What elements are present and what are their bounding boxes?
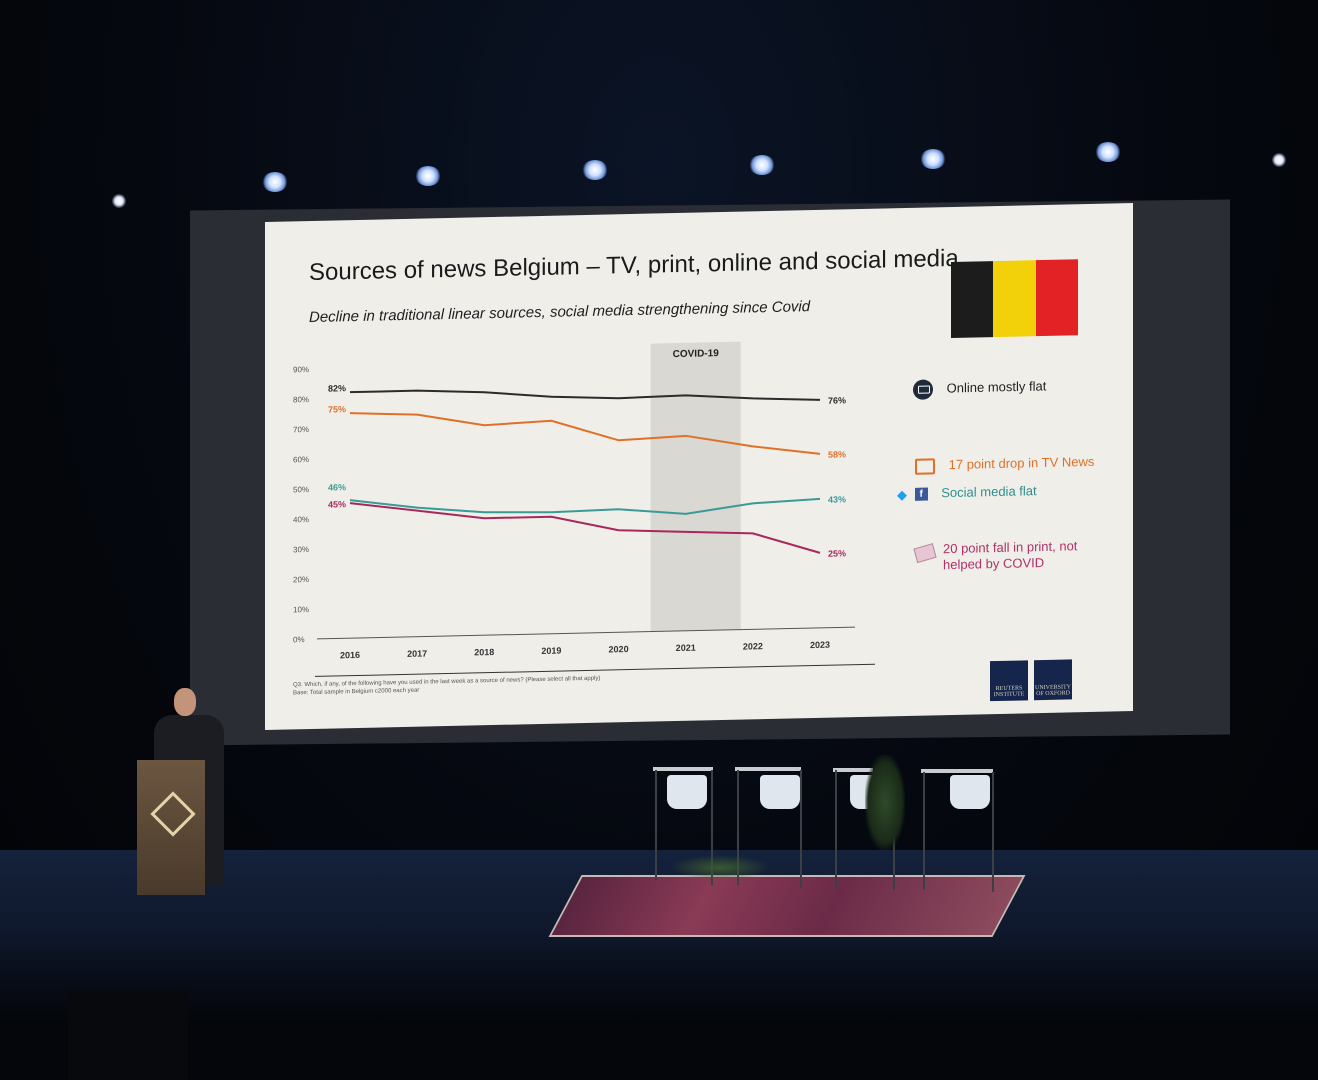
series-line bbox=[349, 497, 821, 515]
series-labels: 82% 76% 75% 58% 46% 43% 45% 25% bbox=[328, 383, 846, 558]
plant bbox=[865, 755, 905, 850]
y-tick-label: 80% bbox=[293, 395, 309, 404]
projected-slide: Sources of news Belgium – TV, print, onl… bbox=[265, 203, 1133, 730]
series-end-label: 58% bbox=[828, 449, 846, 459]
y-tick-label: 50% bbox=[293, 485, 309, 494]
stage-shadow bbox=[0, 940, 1318, 1080]
newspaper-icon bbox=[913, 543, 937, 564]
series-line bbox=[349, 412, 821, 455]
stage-rug bbox=[548, 875, 1026, 937]
slide-subtitle: Decline in traditional linear sources, s… bbox=[309, 298, 811, 327]
twitter-icon: ◆ bbox=[897, 486, 907, 502]
ceiling-spotlight bbox=[1272, 153, 1286, 167]
table-leg bbox=[655, 770, 657, 880]
x-tick-label: 2017 bbox=[407, 648, 427, 658]
y-tick-label: 20% bbox=[293, 575, 309, 584]
annotation-print-text: 20 point fall in print, not helped by CO… bbox=[943, 538, 1078, 573]
belgium-flag bbox=[951, 259, 1078, 339]
annotation-print: 20 point fall in print, not helped by CO… bbox=[913, 538, 1085, 574]
y-tick-label: 70% bbox=[293, 425, 309, 434]
speaker-head bbox=[174, 688, 196, 716]
ceiling-spotlight bbox=[112, 194, 126, 208]
x-axis-line bbox=[317, 626, 855, 640]
covid-band-label: COVID-19 bbox=[673, 348, 720, 360]
facebook-icon: f bbox=[914, 487, 928, 501]
y-axis: 0% 10% 20% 30% 40% 50% 60% 70% 80% 90% bbox=[293, 365, 309, 644]
x-tick-label: 2016 bbox=[340, 650, 360, 660]
y-tick-label: 0% bbox=[293, 635, 305, 644]
x-tick-label: 2023 bbox=[810, 640, 830, 650]
series-end-label: 76% bbox=[828, 395, 846, 405]
chair bbox=[667, 775, 707, 809]
y-tick-label: 40% bbox=[293, 515, 309, 524]
annotation-tv: 17 point drop in TV News bbox=[915, 453, 1095, 475]
x-tick-label: 2018 bbox=[474, 647, 494, 657]
flag-stripe-yellow bbox=[993, 260, 1036, 338]
high-table bbox=[653, 767, 713, 771]
slide-title: Sources of news Belgium – TV, print, onl… bbox=[309, 244, 959, 287]
x-tick-label: 2019 bbox=[541, 646, 561, 656]
series-line bbox=[350, 389, 821, 401]
y-tick-label: 30% bbox=[293, 545, 309, 554]
series-start-label: 75% bbox=[328, 404, 346, 414]
ceiling-spotlight bbox=[582, 160, 608, 180]
series-line bbox=[349, 502, 821, 554]
ceiling-spotlight bbox=[749, 155, 775, 175]
chair bbox=[760, 775, 800, 809]
series-start-label: 46% bbox=[328, 482, 346, 492]
news-sources-line-chart: COVID-19 0% 10% 20% 30% 40% 50% 60% 70% 80% 90% 2… bbox=[293, 341, 855, 661]
x-tick-label: 2021 bbox=[676, 643, 696, 653]
table-leg bbox=[835, 770, 837, 888]
ceiling-spotlight bbox=[262, 172, 288, 192]
series-start-label: 45% bbox=[328, 499, 346, 509]
table-leg bbox=[800, 770, 802, 888]
series-end-label: 25% bbox=[828, 548, 846, 558]
annotation-online: Online mostly flat bbox=[913, 377, 1046, 400]
table-leg bbox=[992, 772, 994, 892]
potted-plants bbox=[670, 855, 770, 880]
table-leg bbox=[737, 770, 739, 885]
high-table bbox=[833, 768, 873, 772]
ceiling-spotlight bbox=[1095, 142, 1121, 162]
covid-highlight-band bbox=[650, 341, 741, 632]
oxford-logo: UNIVERSITY OF OXFORD bbox=[1034, 659, 1072, 701]
flag-stripe-red bbox=[1035, 259, 1078, 337]
laptop-icon bbox=[913, 379, 933, 400]
high-table bbox=[735, 767, 801, 771]
series-lines bbox=[349, 389, 821, 554]
annotation-tv-text: 17 point drop in TV News bbox=[948, 453, 1095, 473]
annotation-social: ◆ f Social media flat bbox=[897, 483, 1037, 503]
x-tick-label: 2020 bbox=[609, 644, 629, 654]
table-leg bbox=[711, 770, 713, 885]
ceiling-spotlight bbox=[920, 149, 946, 169]
podium-logo bbox=[150, 791, 196, 837]
ceiling-spotlight bbox=[415, 166, 441, 186]
chair bbox=[950, 775, 990, 809]
flag-stripe-black bbox=[951, 261, 994, 339]
series-start-label: 82% bbox=[328, 383, 346, 393]
stage-monitor-speaker bbox=[68, 990, 188, 1080]
reuters-institute-logo: REUTERS INSTITUTE bbox=[990, 660, 1028, 702]
annotation-online-text: Online mostly flat bbox=[946, 378, 1047, 396]
tv-icon bbox=[915, 457, 935, 475]
high-table bbox=[921, 769, 993, 773]
series-end-label: 43% bbox=[828, 494, 846, 504]
table-leg bbox=[923, 772, 925, 890]
x-tick-label: 2022 bbox=[743, 641, 763, 651]
y-tick-label: 10% bbox=[293, 605, 309, 614]
footnote: Q3. Which, if any, of the following have… bbox=[293, 675, 600, 698]
y-tick-label: 60% bbox=[293, 455, 309, 464]
x-axis: 2016 2017 2018 2019 2020 2021 2022 2023 bbox=[340, 640, 830, 661]
podium bbox=[137, 760, 205, 895]
annotation-social-text: Social media flat bbox=[941, 483, 1037, 501]
y-tick-label: 90% bbox=[293, 365, 309, 374]
